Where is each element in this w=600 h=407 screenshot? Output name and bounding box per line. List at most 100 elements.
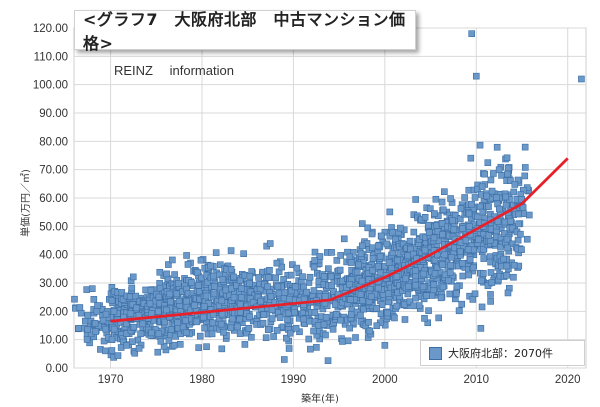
scatter-point <box>369 244 376 252</box>
scatter-point <box>488 187 496 195</box>
scatter-point <box>273 327 281 334</box>
scatter-point <box>266 266 273 274</box>
scatter-point <box>218 345 226 353</box>
scatter-point <box>300 315 308 323</box>
scatter-point <box>339 338 346 345</box>
scatter-point <box>471 290 479 298</box>
scatter-point <box>191 302 198 309</box>
scatter-point <box>509 224 516 232</box>
scatter-point <box>412 281 419 289</box>
scatter-point <box>311 309 319 316</box>
scatter-point <box>346 281 353 288</box>
y-tick-label: 50.00 <box>39 221 68 233</box>
scatter-point <box>289 261 296 268</box>
scatter-point <box>405 282 412 290</box>
scatter-point <box>472 72 480 80</box>
scatter-point <box>450 226 458 234</box>
scatter-point <box>479 208 487 216</box>
scatter-point <box>493 194 500 201</box>
scatter-point <box>147 286 155 294</box>
scatter-point <box>357 311 364 319</box>
scatter-point <box>322 313 330 321</box>
scatter-point <box>406 298 414 306</box>
scatter-point <box>314 322 322 329</box>
scatter-point <box>129 338 136 345</box>
scatter-point <box>466 223 473 230</box>
scatter-point <box>439 231 446 238</box>
legend: 大阪府北部：2070件 <box>420 340 585 366</box>
scatter-point <box>171 271 178 278</box>
y-tick-label: 30.00 <box>39 278 68 290</box>
scatter-point <box>432 195 440 203</box>
scatter-point <box>135 345 143 352</box>
scatter-point <box>210 272 217 280</box>
scatter-point <box>515 220 522 228</box>
y-tick-label: 40.00 <box>39 250 68 262</box>
scatter-point <box>381 342 389 349</box>
scatter-point <box>108 296 116 304</box>
scatter-point <box>459 225 466 232</box>
scatter-point <box>148 329 155 337</box>
scatter-point <box>131 349 139 357</box>
scatter-point <box>462 237 470 244</box>
scatter-point <box>146 300 154 308</box>
scatter-point <box>259 319 267 327</box>
scatter-point <box>329 325 337 333</box>
y-tick-label: 100.00 <box>33 80 68 92</box>
trend-polyline <box>110 157 569 323</box>
scatter-point <box>518 246 525 253</box>
scatter-point <box>264 283 271 291</box>
scatter-point <box>358 220 366 227</box>
scatter-point <box>412 267 419 275</box>
scatter-point <box>268 306 276 314</box>
scatter-point <box>77 309 85 317</box>
scatter-point <box>497 243 504 251</box>
scatter-point <box>456 248 464 255</box>
scatter-point <box>459 259 466 267</box>
scatter-point <box>157 337 165 345</box>
scatter-point <box>483 192 491 200</box>
scatter-point <box>487 298 494 305</box>
scatter-point <box>238 285 245 292</box>
scatter-point <box>291 308 298 316</box>
scatter-point <box>366 327 374 335</box>
scatter-point <box>248 333 255 341</box>
scatter-point <box>412 196 419 203</box>
scatter-point <box>102 325 110 333</box>
scatter-point <box>216 261 224 269</box>
scatter-point <box>510 188 518 196</box>
scatter-point <box>148 310 156 317</box>
y-tick-label: 70.00 <box>39 165 68 177</box>
scatter-point <box>126 293 134 300</box>
scatter-point <box>423 292 430 299</box>
scatter-point <box>310 327 317 335</box>
scatter-point <box>374 284 382 292</box>
scatter-point <box>285 345 293 352</box>
scatter-point <box>260 311 268 319</box>
scatter-point <box>352 334 359 341</box>
scatter-point <box>415 302 423 309</box>
scatter-point <box>385 259 393 266</box>
y-tick-label: 110.00 <box>34 51 68 63</box>
scatter-point <box>207 262 214 270</box>
scatter-point <box>364 224 372 232</box>
scatter-point <box>316 253 324 260</box>
scatter-point <box>332 311 340 318</box>
scatter-point <box>287 287 295 295</box>
scatter-point <box>167 298 174 306</box>
scatter-point <box>165 261 172 268</box>
scatter-point <box>230 294 238 301</box>
scatter-point <box>230 273 237 281</box>
y-axis-label: 単価(万円／㎡) <box>21 169 32 237</box>
scatter-point <box>369 255 377 262</box>
scatter-point <box>99 316 107 324</box>
scatter-point <box>578 75 585 83</box>
scatter-point <box>453 290 460 297</box>
scatter-point <box>275 289 283 297</box>
scatter-point <box>357 250 365 258</box>
scatter-point <box>245 324 253 332</box>
scatter-point <box>459 272 467 280</box>
scatter-point <box>465 210 473 218</box>
scatter-point <box>280 276 287 283</box>
